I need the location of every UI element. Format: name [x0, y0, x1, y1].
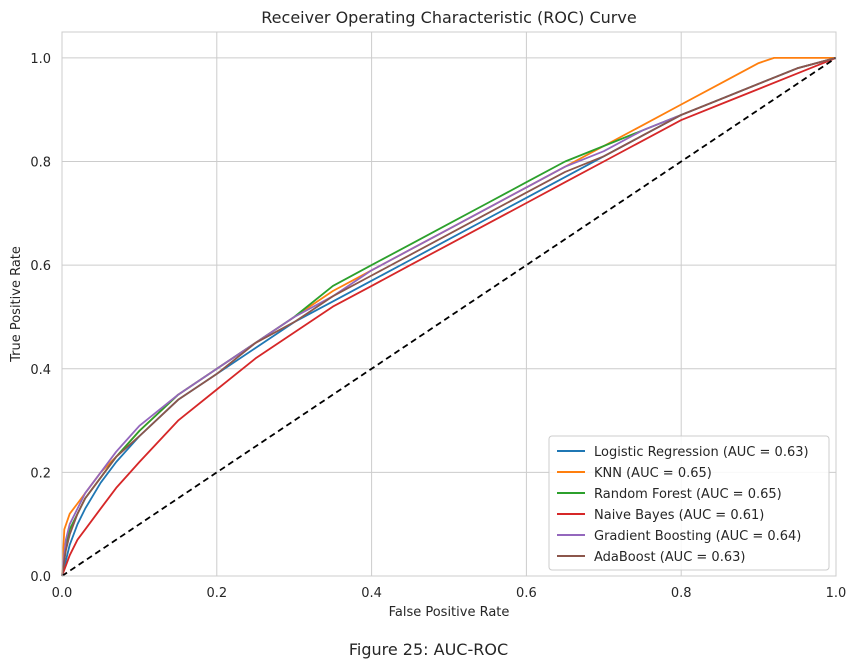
- y-tick-label: 1.0: [30, 52, 51, 67]
- x-tick-label: 0.8: [671, 586, 692, 601]
- x-tick-label: 0.4: [361, 586, 382, 601]
- series-lines: [61, 57, 837, 577]
- figure-caption: Figure 25: AUC-ROC: [348, 640, 509, 659]
- x-axis-title: False Positive Rate: [389, 605, 510, 620]
- legend-box: [548, 435, 830, 571]
- x-tick-label: 0.2: [206, 586, 227, 601]
- plot-frame: [61, 31, 837, 577]
- y-tick-label: 0.2: [30, 466, 51, 481]
- y-tick-label: 0.8: [30, 156, 51, 171]
- chart-title: Receiver Operating Characteristic (ROC) …: [261, 8, 636, 27]
- legend-label: Gradient Boosting (AUC = 0.64): [594, 529, 801, 544]
- y-tick-label: 0.6: [30, 259, 51, 274]
- y-tick-label: 0.0: [30, 570, 51, 585]
- y-tick-label: 0.4: [30, 363, 51, 378]
- legend-label: Logistic Regression (AUC = 0.63): [594, 445, 809, 460]
- x-tick-label: 0.0: [52, 586, 73, 601]
- legend-label: Random Forest (AUC = 0.65): [594, 487, 782, 502]
- x-tick-label: 0.6: [516, 586, 537, 601]
- y-axis-title: True Positive Rate: [9, 246, 24, 363]
- legend-label: Naive Bayes (AUC = 0.61): [594, 508, 764, 523]
- series-line: [61, 57, 837, 577]
- legend: Logistic Regression (AUC = 0.63) KNN (AUC…: [548, 435, 830, 571]
- x-tick-label: 1.0: [826, 586, 847, 601]
- legend-label: KNN (AUC = 0.65): [594, 466, 712, 481]
- tick-labels: 0.0 0.2 0.4 0.6 0.8 1.0 0.0 0.2 0.4 0.6 0.8 1.0: [30, 52, 846, 601]
- chance-diagonal-line: [61, 57, 837, 577]
- series-line: [61, 57, 837, 577]
- legend-label: AdaBoost (AUC = 0.63): [594, 550, 745, 565]
